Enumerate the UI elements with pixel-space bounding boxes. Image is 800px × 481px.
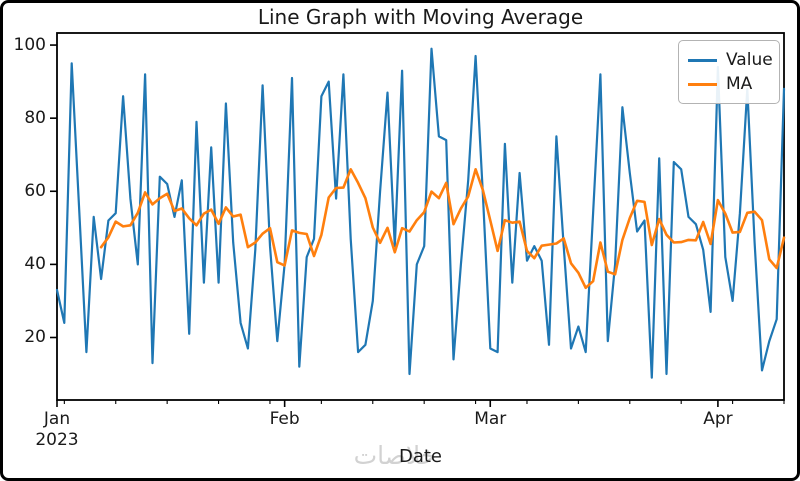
- x-tick-label: Jan 2023: [35, 409, 79, 450]
- x-tick-label: Feb: [269, 409, 300, 429]
- legend-label-ma: MA: [726, 74, 753, 94]
- legend: Value MA: [678, 40, 780, 104]
- y-tick-label: 20: [24, 327, 46, 348]
- y-tick-label: 40: [24, 254, 46, 275]
- x-tick-label: Apr: [703, 409, 733, 429]
- x-tick-label: Mar: [474, 409, 507, 429]
- legend-item-value: Value: [688, 48, 773, 72]
- y-tick-label: 60: [24, 181, 46, 202]
- x-axis-label: Date: [398, 446, 443, 467]
- y-tick-label: 100: [13, 35, 46, 56]
- y-tick-label: 80: [24, 108, 46, 129]
- value-line: [55, 47, 786, 379]
- value-line-swatch: [688, 58, 717, 62]
- ma-line-swatch: [688, 82, 717, 86]
- legend-item-ma: MA: [688, 72, 770, 96]
- chart-title: Line Graph with Moving Average: [257, 5, 584, 29]
- legend-label-value: Value: [726, 50, 773, 70]
